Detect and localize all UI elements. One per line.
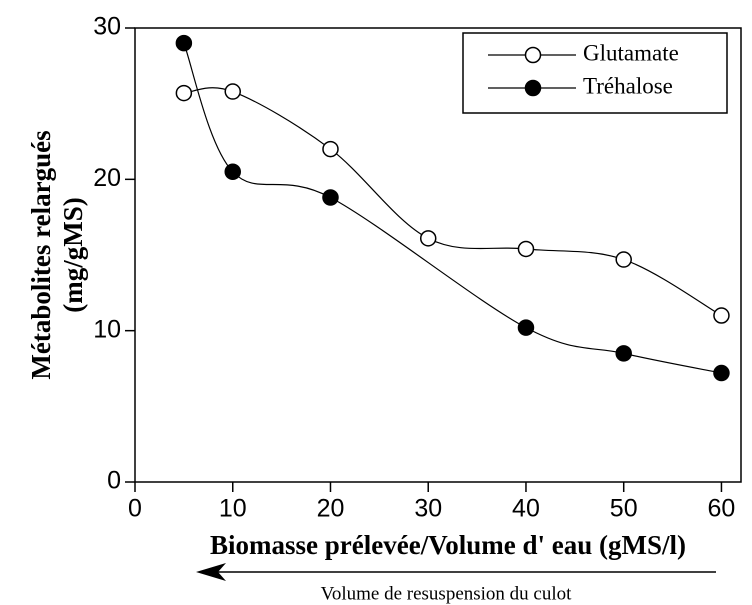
x-tick-label: 30 <box>414 495 442 523</box>
data-point <box>322 140 339 158</box>
x-tick-label: 0 <box>128 495 142 523</box>
data-point <box>713 307 730 324</box>
legend-label: Glutamate <box>583 40 679 65</box>
data-point <box>224 83 241 100</box>
series-line <box>183 87 722 317</box>
data-point <box>175 34 193 52</box>
plot-frame <box>134 27 742 483</box>
data-point <box>175 84 193 102</box>
y-tick-label: 20 <box>93 164 121 192</box>
y-axis-label: Métabolites relargués (mg/gMS) <box>26 130 88 379</box>
y-tick-label: 0 <box>107 467 121 495</box>
data-point <box>615 345 632 362</box>
x-tick-label: 10 <box>219 495 247 523</box>
x-tick-label: 50 <box>610 495 638 523</box>
data-point <box>322 189 339 206</box>
legend-box <box>462 32 728 114</box>
data-point <box>517 319 535 336</box>
data-point <box>517 240 535 258</box>
y-label-line: Métabolites relargués <box>26 130 56 379</box>
x-tick-label: 40 <box>512 495 540 523</box>
y-label-line: (mg/gMS) <box>58 197 88 312</box>
legend-label: Tréhalose <box>583 73 673 98</box>
data-point <box>224 163 241 181</box>
arrow-head <box>196 563 226 581</box>
annotation: Volume de resuspension du culot <box>321 583 573 604</box>
y-tick-label: 30 <box>93 13 121 41</box>
data-point <box>419 230 437 247</box>
legend-marker <box>524 79 542 97</box>
x-tick-label: 20 <box>317 495 345 523</box>
legend-marker <box>524 46 542 64</box>
data-point <box>615 251 632 268</box>
data-point <box>713 364 730 382</box>
x-axis-label: Biomasse prélevée/Volume d' eau (gMS/l) <box>210 530 686 560</box>
x-tick-label: 60 <box>708 495 736 523</box>
y-tick-label: 10 <box>93 315 121 343</box>
